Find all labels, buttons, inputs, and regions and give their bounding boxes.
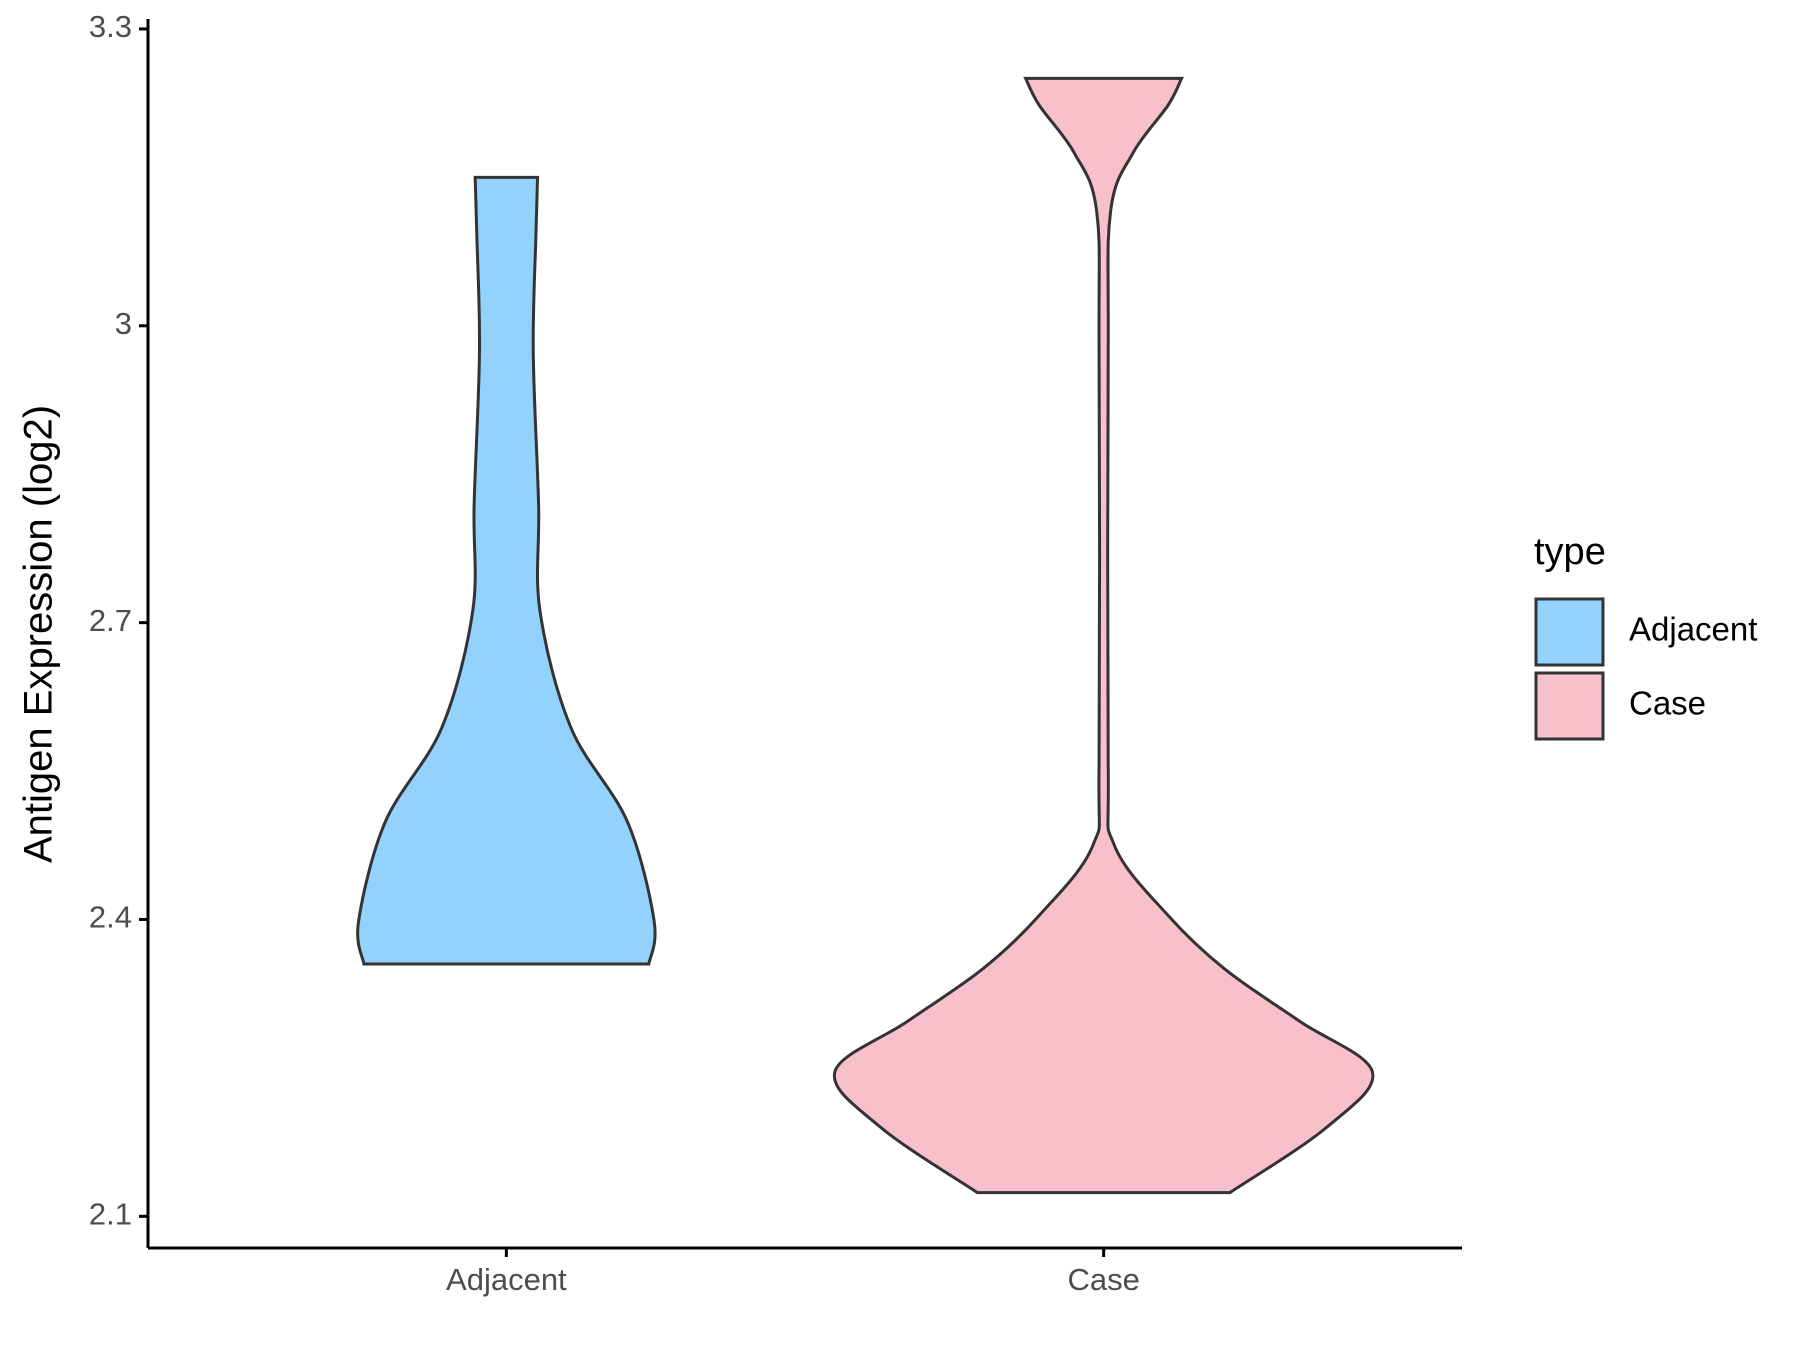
legend-label: Adjacent — [1629, 611, 1757, 648]
y-tick-label: 2.4 — [89, 900, 132, 935]
y-tick-label: 2.1 — [89, 1197, 132, 1232]
x-tick-label: Case — [1067, 1262, 1139, 1297]
legend-label: Case — [1629, 685, 1706, 722]
violin — [356, 175, 657, 966]
y-tick-label: 3 — [115, 306, 132, 341]
legend-key — [1534, 597, 1605, 667]
legend-key — [1534, 671, 1605, 741]
legend-title: type — [1534, 531, 1606, 573]
violin — [832, 76, 1375, 1195]
y-tick-label: 2.7 — [89, 603, 132, 638]
y-tick-label: 3.3 — [89, 9, 132, 44]
y-axis-label: Antigen Expression (log2) — [17, 405, 61, 863]
x-tick-label: Adjacent — [446, 1262, 567, 1297]
